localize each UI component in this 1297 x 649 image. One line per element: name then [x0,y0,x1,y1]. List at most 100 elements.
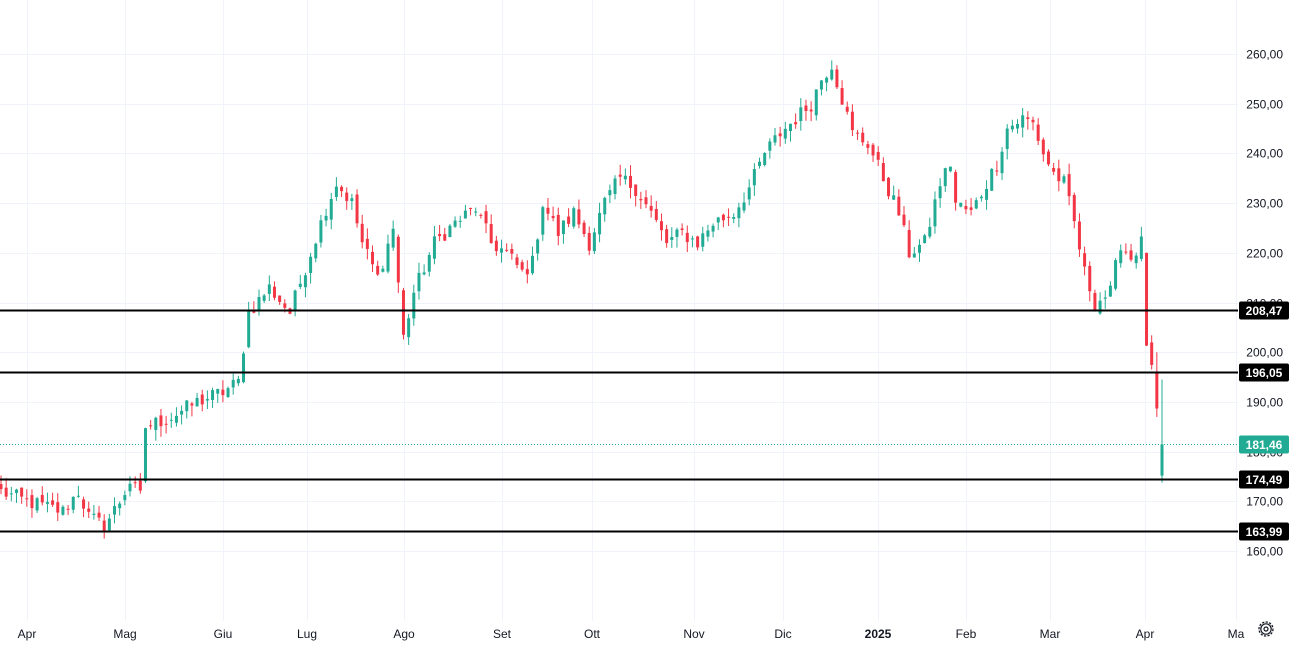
candle-body [1088,265,1092,292]
candle [267,275,271,302]
candle [180,405,184,425]
candle-body [1098,300,1102,314]
candle [840,80,844,105]
candle [107,513,111,531]
candle-body [40,494,44,503]
candle-body [82,499,86,509]
candle-body [556,214,560,236]
candle [644,190,648,209]
candle [912,246,916,258]
candle-body [1052,167,1056,172]
candle [211,387,215,408]
candle-body [938,186,942,199]
candle [546,198,550,221]
candle-body [856,132,860,134]
candle [174,407,178,427]
candle-body [985,188,989,200]
candle-body [876,151,880,160]
candle [881,157,885,182]
candle-body [639,198,643,201]
candle [154,416,158,441]
candle [623,168,627,185]
candle [778,126,782,147]
candle [902,206,906,228]
candle-body [670,237,674,240]
candle-body [716,217,720,223]
candle-body [654,209,658,220]
x-tick-label: Ma [1228,627,1245,641]
candle [618,164,622,186]
candle-body [371,251,375,265]
candle [758,157,762,169]
candle-body [727,216,731,218]
candle [995,160,999,176]
level-badge-label: 196,05 [1246,366,1283,380]
candle-body [329,198,333,220]
candle-body [928,226,932,237]
candle-body [1016,123,1020,129]
candle [272,281,276,301]
candle-body [226,388,230,397]
candle [567,208,571,228]
level-badge [1239,301,1289,320]
candle [788,123,792,142]
candle-body [350,198,354,202]
candle [969,198,973,216]
candle-body [613,178,617,194]
candle [76,485,80,498]
candle [298,274,302,290]
candle-body [443,234,447,241]
x-tick-label: 2025 [865,627,892,641]
candle [159,408,163,437]
candle [40,486,44,506]
candle-body [1083,253,1087,267]
candle [680,223,684,236]
candle-body [314,243,318,259]
candle-body [386,243,390,272]
candle [603,196,607,222]
settings-button[interactable] [1255,618,1277,640]
candle [716,216,720,231]
candle-body [4,487,8,497]
candle [381,265,385,273]
candle-body [257,297,261,312]
candle [1021,108,1025,138]
candle-body [794,122,798,125]
candle [830,60,834,81]
candle [371,245,375,273]
candle-body [799,107,803,122]
candle [448,223,452,238]
candle [14,488,18,503]
candle [530,246,534,275]
candle-body [1134,255,1138,264]
candle-body [850,111,854,131]
candle-body [401,290,405,335]
y-tick-label: 230,00 [1246,197,1283,211]
candle-body [159,415,163,427]
candle [964,199,968,214]
candle-body [174,415,178,423]
candle [427,252,431,277]
candle-body [933,199,937,227]
candle [799,98,803,131]
candle-body [149,425,153,427]
candle [907,220,911,259]
candle [856,129,860,140]
candle-body [917,244,921,253]
candle-body [768,141,772,151]
candle-body [438,233,442,237]
candle-body [1160,444,1164,476]
candle-body [665,229,669,244]
candle [721,213,725,228]
candle-body [763,153,767,166]
candle-body [45,501,49,504]
candle [892,185,896,200]
candle-body [1010,125,1014,130]
candle [959,202,963,208]
candle-body [200,394,204,405]
candle [582,220,586,238]
candle-body [231,379,235,388]
candle-body [1067,174,1071,197]
